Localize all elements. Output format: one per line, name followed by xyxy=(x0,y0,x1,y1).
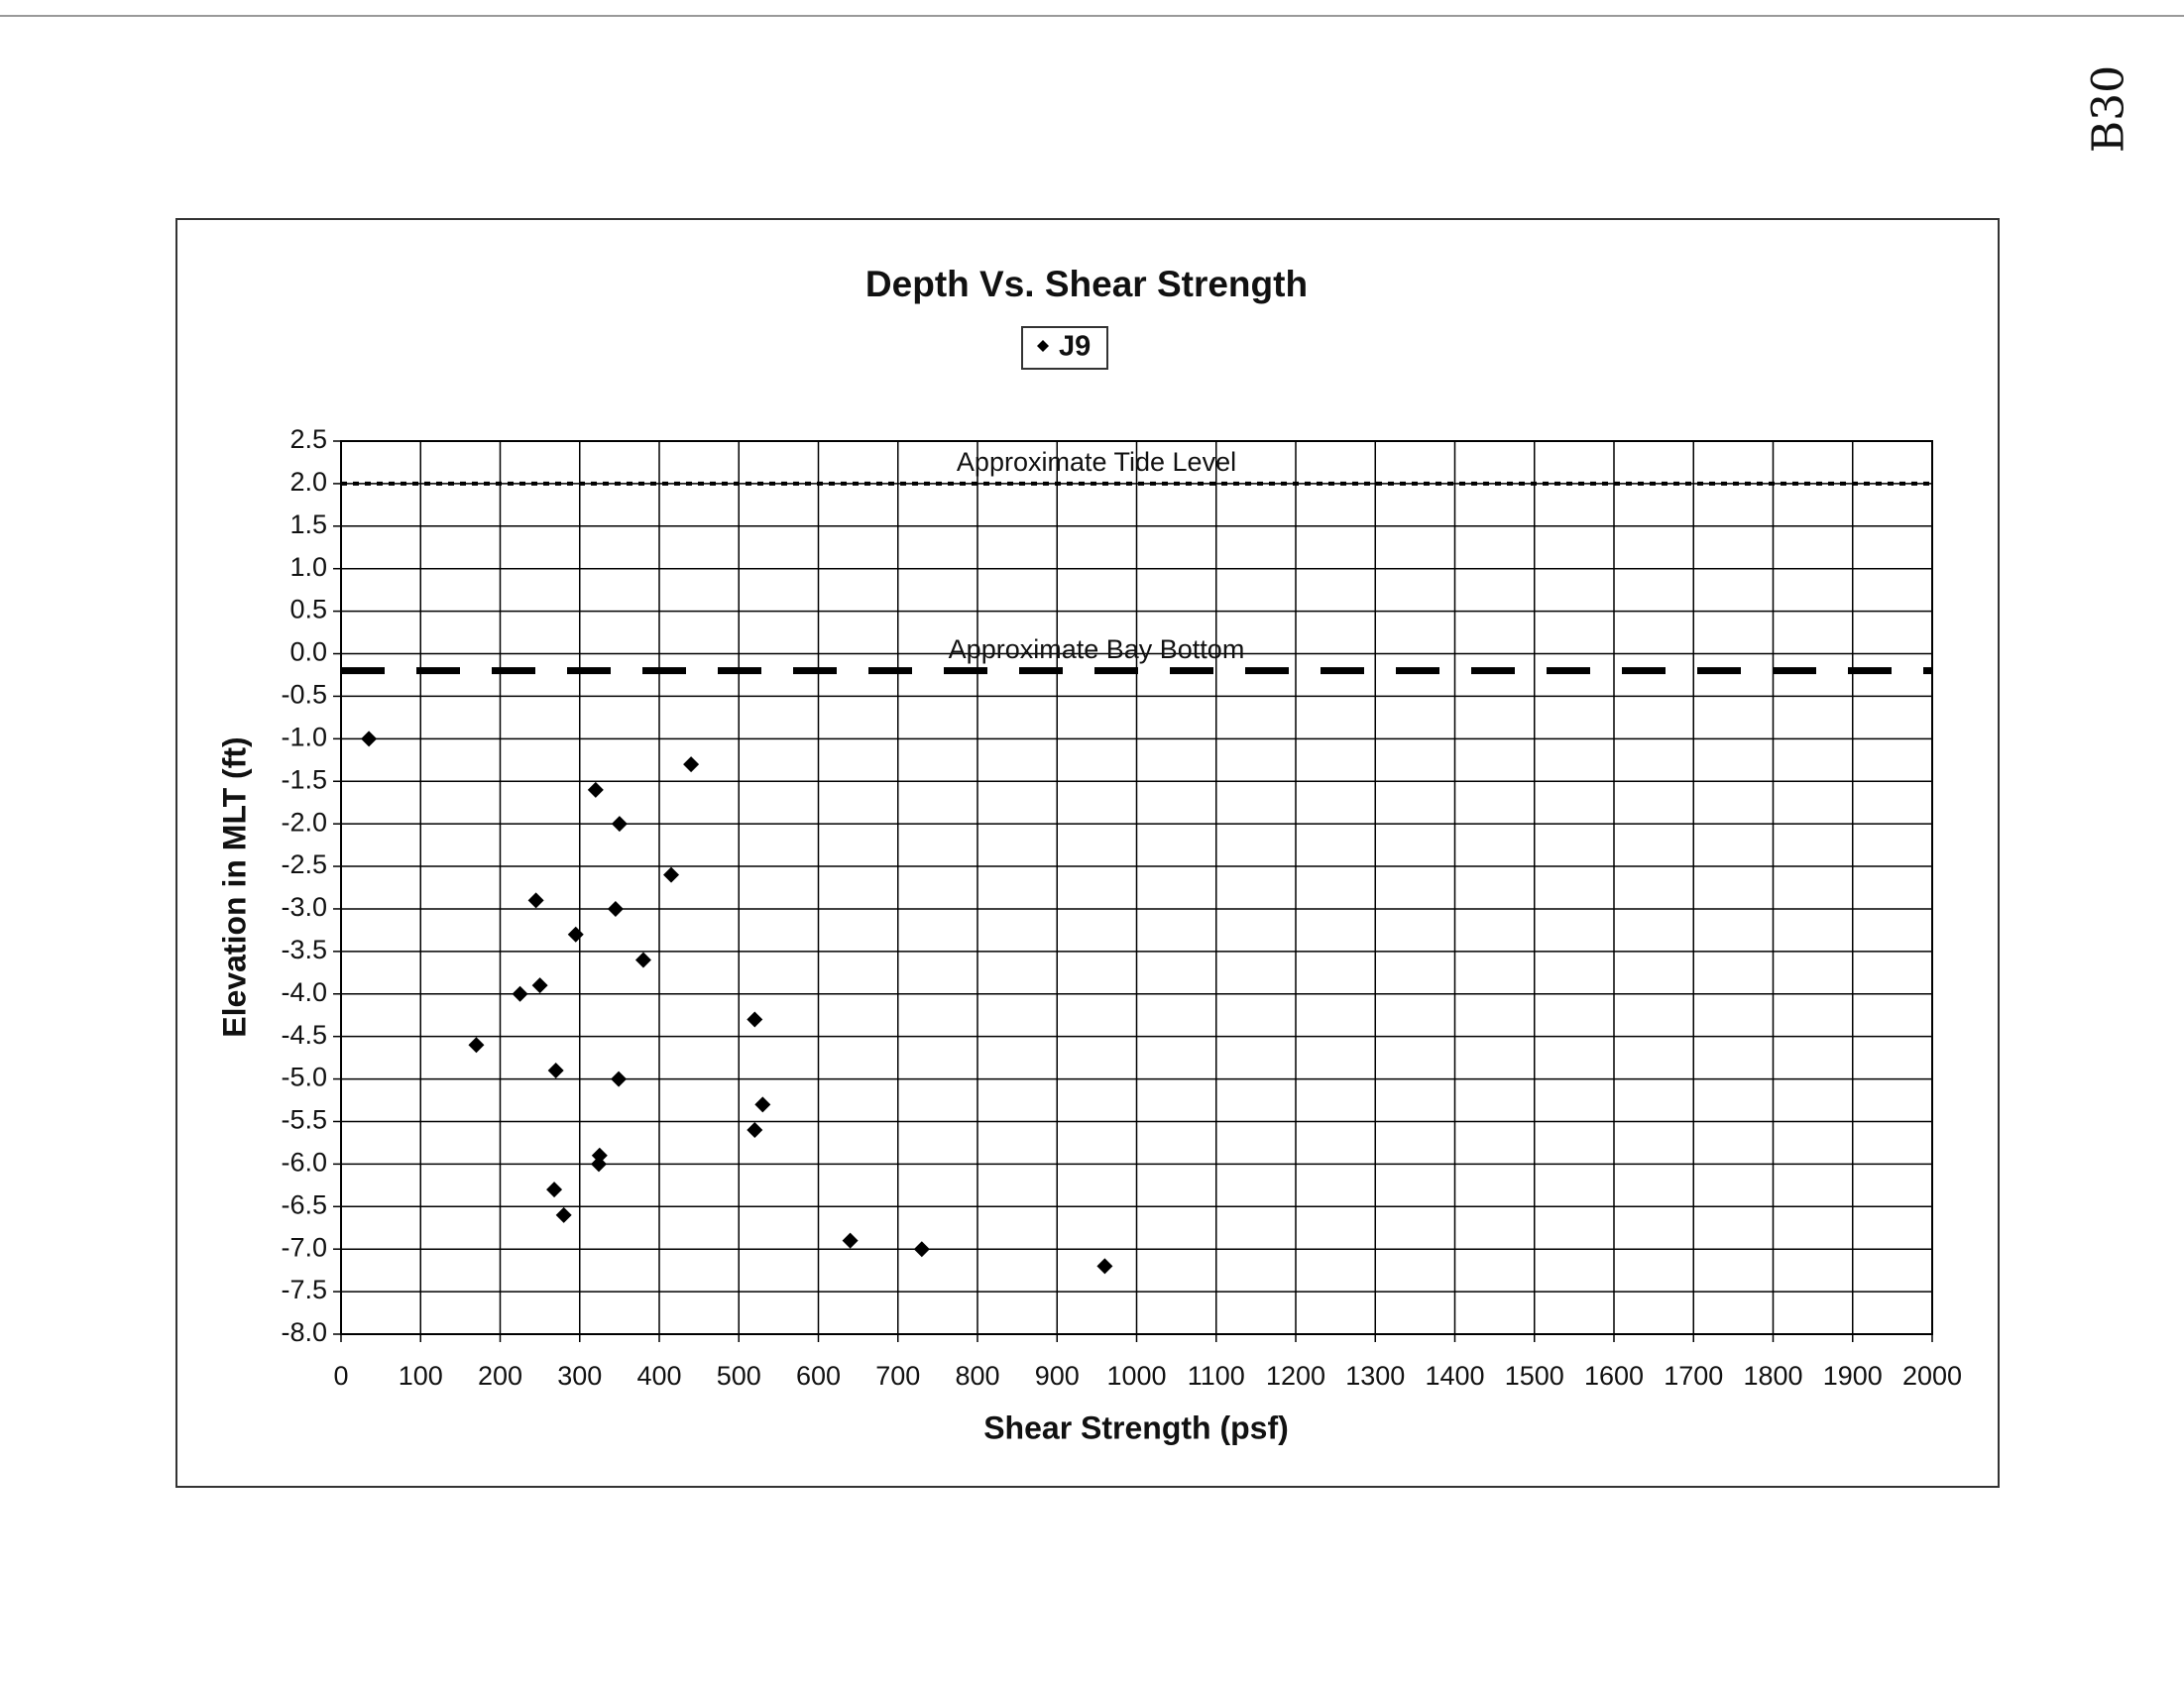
x-tick-label: 1100 xyxy=(1188,1361,1245,1391)
y-axis-label: Elevation in MLT (ft) xyxy=(216,736,252,1037)
x-tick-label: 700 xyxy=(875,1361,920,1391)
x-tick-label: 500 xyxy=(717,1361,761,1391)
x-tick-label: 1300 xyxy=(1345,1361,1405,1391)
y-tick-label: 0.0 xyxy=(289,637,327,667)
x-axis-label: Shear Strength (psf) xyxy=(983,1409,1289,1445)
x-tick-label: 100 xyxy=(399,1361,443,1391)
x-tick-label: 1600 xyxy=(1584,1361,1644,1391)
y-tick-label: 1.0 xyxy=(289,552,327,582)
y-tick-label: -4.0 xyxy=(281,977,327,1007)
legend-label: J9 xyxy=(1059,331,1091,363)
x-tick-label: 1700 xyxy=(1664,1361,1723,1391)
data-point xyxy=(531,977,548,994)
y-tick-label: -1.5 xyxy=(281,764,327,794)
data-point xyxy=(1096,1258,1113,1275)
legend-marker xyxy=(1037,340,1049,352)
data-point xyxy=(683,756,700,773)
x-tick-label: 0 xyxy=(333,1361,348,1391)
x-tick-label: 900 xyxy=(1035,1361,1080,1391)
data-point xyxy=(611,816,628,833)
x-tick-label: 1200 xyxy=(1266,1361,1325,1391)
data-point xyxy=(527,892,544,909)
y-tick-label: -6.5 xyxy=(281,1189,327,1219)
data-point xyxy=(546,1182,563,1198)
data-point xyxy=(913,1241,930,1258)
y-tick-label: -1.0 xyxy=(281,722,327,751)
data-point xyxy=(663,866,680,883)
data-point xyxy=(607,900,624,917)
y-tick-label: 1.5 xyxy=(289,509,327,539)
y-tick-label: 2.0 xyxy=(289,467,327,497)
x-tick-label: 1400 xyxy=(1425,1361,1484,1391)
data-point xyxy=(754,1096,771,1113)
y-tick-label: -0.5 xyxy=(281,680,327,710)
y-tick-label: -2.0 xyxy=(281,807,327,837)
y-tick-label: -6.0 xyxy=(281,1148,327,1178)
x-tick-label: 800 xyxy=(955,1361,999,1391)
chart-frame xyxy=(175,218,2000,1488)
reference-label: Approximate Bay Bottom xyxy=(949,634,1245,664)
x-tick-label: 2000 xyxy=(1902,1361,1962,1391)
y-tick-label: -3.5 xyxy=(281,935,327,964)
data-point xyxy=(587,781,604,798)
x-tick-label: 600 xyxy=(796,1361,841,1391)
data-point xyxy=(611,1071,628,1087)
data-point xyxy=(634,952,651,968)
reference-label: Approximate Tide Level xyxy=(957,447,1236,477)
x-tick-label: 400 xyxy=(636,1361,681,1391)
y-tick-label: -7.0 xyxy=(281,1232,327,1262)
x-tick-label: 1800 xyxy=(1743,1361,1802,1391)
data-point xyxy=(842,1232,859,1249)
y-tick-label: -2.5 xyxy=(281,849,327,879)
legend xyxy=(1021,326,1108,370)
y-tick-label: -5.0 xyxy=(281,1063,327,1092)
chart-title: Depth Vs. Shear Strength xyxy=(865,264,1308,304)
x-tick-label: 1000 xyxy=(1106,1361,1166,1391)
y-tick-label: -7.5 xyxy=(281,1275,327,1304)
x-tick-label: 1500 xyxy=(1505,1361,1564,1391)
x-tick-label: 1900 xyxy=(1823,1361,1883,1391)
data-point xyxy=(555,1206,572,1223)
y-tick-label: -3.0 xyxy=(281,892,327,922)
y-tick-label: 0.5 xyxy=(289,595,327,624)
data-point xyxy=(512,985,528,1002)
y-tick-label: -4.5 xyxy=(281,1020,327,1050)
data-point xyxy=(361,731,378,747)
data-point xyxy=(747,1011,763,1028)
data-point xyxy=(567,926,584,943)
y-tick-label: -5.5 xyxy=(281,1105,327,1135)
x-tick-label: 300 xyxy=(557,1361,602,1391)
data-point xyxy=(747,1122,763,1139)
data-point xyxy=(468,1037,485,1054)
y-tick-label: 2.5 xyxy=(289,424,327,454)
y-tick-label: -8.0 xyxy=(281,1317,327,1347)
data-point xyxy=(591,1156,608,1173)
x-tick-label: 200 xyxy=(478,1361,522,1391)
page-mark: B30 xyxy=(2084,65,2134,153)
data-point xyxy=(547,1062,564,1078)
